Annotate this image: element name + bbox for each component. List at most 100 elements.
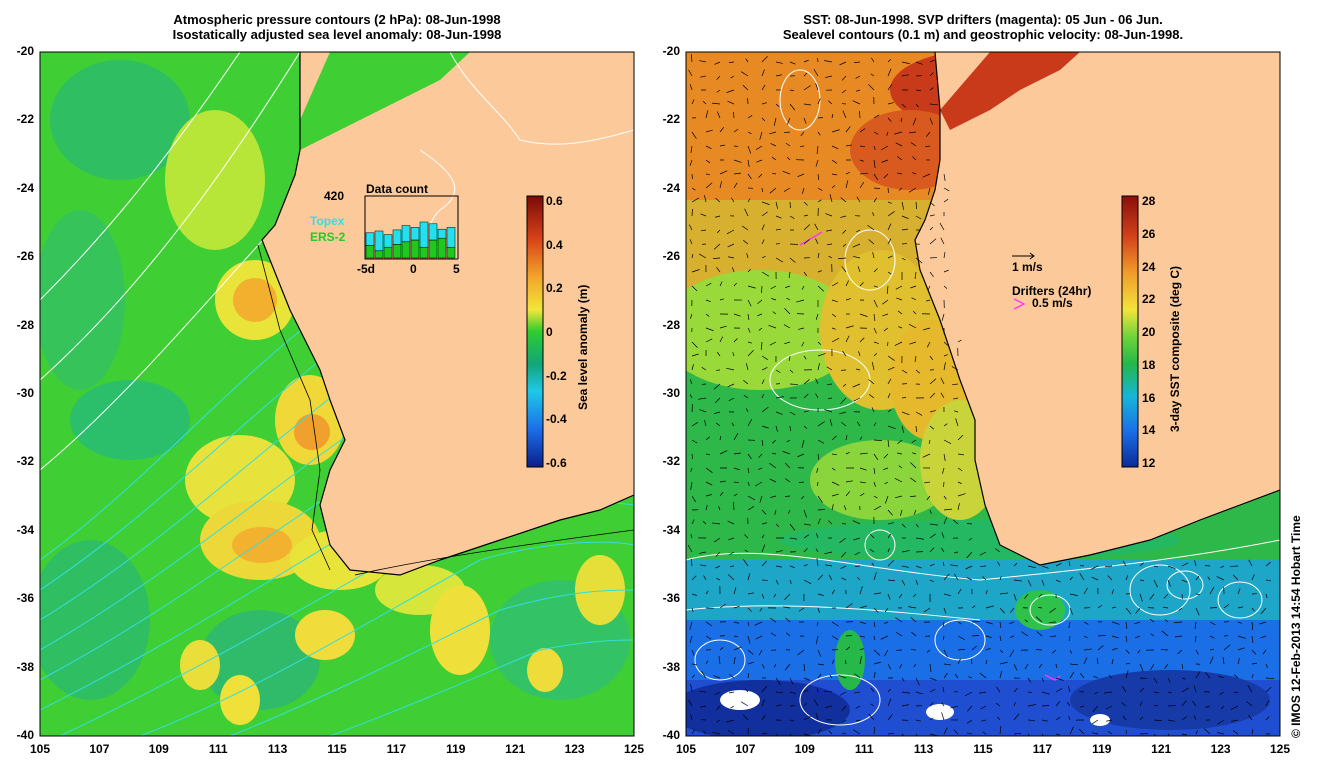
velocity-vector: [802, 187, 805, 194]
velocity-vector: [691, 519, 695, 525]
velocity-vector: [817, 495, 823, 503]
velocity-vector: [746, 253, 749, 259]
velocity-vector: [1069, 649, 1073, 654]
velocity-vector: [943, 269, 949, 273]
velocity-vector: [817, 509, 826, 511]
velocity-vector: [747, 635, 751, 644]
velocity-vector: [895, 495, 903, 499]
velocity-vector: [733, 605, 740, 609]
velocity-vector: [691, 593, 697, 596]
velocity-vector: [733, 587, 737, 595]
velocity-vector: [705, 660, 709, 665]
velocity-vector: [815, 83, 819, 91]
velocity-vector: [758, 649, 763, 656]
velocity-vector: [727, 243, 735, 248]
velocity-vector: [870, 73, 875, 77]
velocity-vector: [910, 142, 917, 147]
velocity-vector: [803, 410, 809, 413]
right-x-tick-10: 125: [1269, 742, 1291, 756]
velocity-vector: [789, 537, 797, 540]
left-y-tick-3: -26: [16, 249, 34, 264]
velocity-vector: [747, 621, 750, 626]
velocity-vector: [1094, 691, 1099, 695]
velocity-vector: [967, 705, 973, 712]
velocity-vector: [788, 355, 791, 361]
velocity-vector: [999, 649, 1004, 654]
velocity-vector: [873, 439, 883, 441]
velocity-vector: [925, 131, 931, 137]
velocity-vector: [971, 605, 976, 609]
velocity-vector: [859, 586, 863, 595]
velocity-vector: [789, 677, 794, 685]
velocity-vector: [714, 397, 721, 404]
velocity-vector: [873, 453, 879, 461]
velocity-vector: [971, 645, 977, 651]
velocity-vector: [743, 559, 749, 567]
velocity-vector: [759, 607, 763, 612]
velocity-vector: [926, 299, 931, 302]
velocity-vector: [901, 691, 910, 694]
velocity-vector: [784, 307, 791, 315]
velocity-vector: [1248, 559, 1253, 567]
velocity-vector: [747, 573, 751, 581]
velocity-vector: [872, 212, 875, 217]
left-x-tick-6: 117: [386, 742, 407, 756]
velocity-vector: [843, 505, 847, 511]
velocity-vector: [733, 111, 735, 119]
velocity-vector: [1021, 631, 1029, 637]
velocity-vector: [909, 495, 917, 497]
velocity-vector: [798, 481, 805, 483]
velocity-vector: [817, 673, 822, 679]
velocity-vector: [887, 732, 894, 735]
velocity-vector: [925, 145, 931, 148]
velocity-vector: [801, 285, 805, 290]
velocity-vector: [901, 550, 910, 553]
velocity-vector: [769, 478, 777, 483]
velocity-vector: [784, 663, 791, 671]
velocity-vector: [858, 351, 861, 357]
velocity-vector: [716, 351, 721, 357]
inset-bar-ers-4: [401, 241, 411, 259]
velocity-vector: [797, 453, 805, 458]
velocity-vector: [1037, 607, 1043, 609]
velocity-vector: [897, 452, 903, 455]
velocity-vector: [982, 576, 987, 581]
velocity-vector: [1231, 719, 1239, 722]
velocity-vector: [747, 673, 750, 679]
velocity-vector: [1078, 728, 1085, 735]
velocity-vector: [817, 353, 826, 357]
velocity-vector: [915, 201, 917, 210]
velocity-vector: [727, 520, 735, 525]
inset-bar-topex-4: [401, 225, 411, 243]
velocity-vector: [761, 732, 767, 735]
velocity-vector: [1209, 586, 1215, 595]
velocity-vector: [1055, 716, 1061, 721]
velocity-vector: [1083, 635, 1088, 639]
velocity-vector: [817, 363, 820, 371]
velocity-vector: [817, 187, 823, 191]
velocity-vector: [912, 172, 917, 175]
left-y-tick-9: -38: [16, 659, 34, 674]
velocity-vector: [1209, 656, 1214, 665]
velocity-vector: [1223, 644, 1231, 651]
velocity-vector: [757, 299, 763, 305]
velocity-vector: [1069, 663, 1078, 666]
velocity-vector: [761, 69, 765, 77]
velocity-vector: [887, 698, 892, 707]
velocity-vector: [1149, 593, 1155, 600]
velocity-vector: [817, 117, 824, 119]
velocity-vector: [859, 621, 866, 624]
inset-bar-topex-2: [383, 234, 393, 248]
velocity-vector: [942, 687, 945, 693]
velocity-vector: [926, 341, 931, 348]
velocity-vector: [1139, 562, 1144, 567]
velocity-vector: [873, 481, 876, 487]
velocity-vector: [747, 145, 752, 154]
velocity-vector: [943, 285, 948, 289]
velocity-vector: [1195, 575, 1200, 581]
right-cb-tick-5: 18: [1142, 357, 1156, 372]
velocity-vector: [854, 691, 861, 694]
velocity-vector: [911, 631, 917, 637]
left-map-frame: [39, 51, 635, 737]
velocity-vector: [900, 117, 903, 122]
